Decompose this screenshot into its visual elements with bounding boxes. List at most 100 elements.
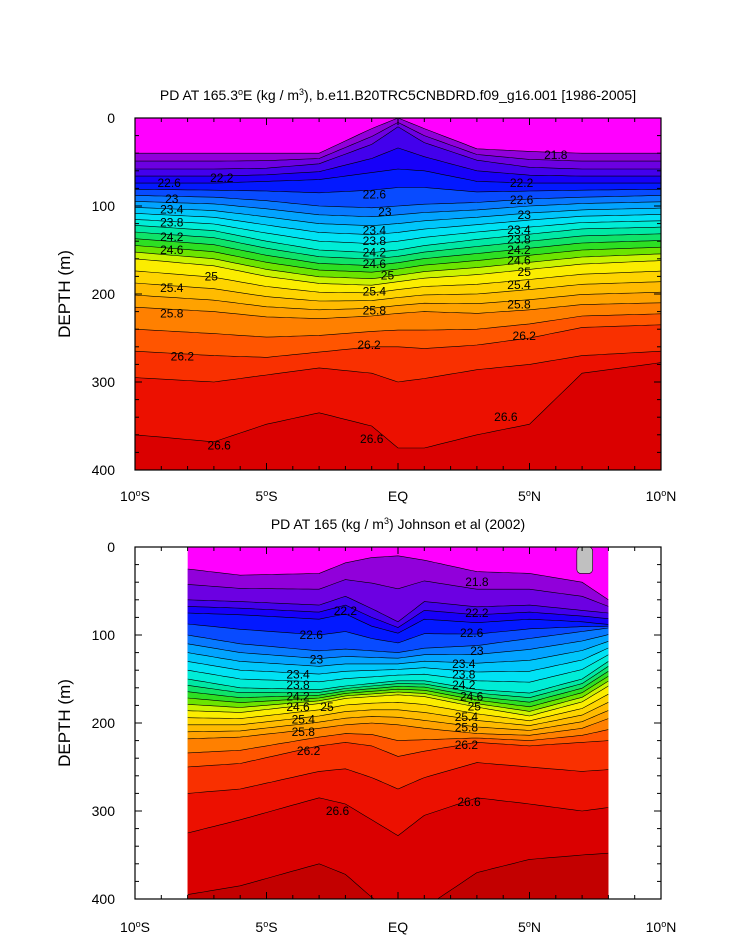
contour-label: 25.8 xyxy=(160,306,184,320)
contour-label: 23.4 xyxy=(286,668,310,682)
missing-data-patch xyxy=(576,547,593,574)
contour-label: 24.2 xyxy=(160,230,184,244)
contour-label: 26.2 xyxy=(171,349,195,363)
density-band xyxy=(187,853,609,899)
isopycnal-line xyxy=(187,680,609,712)
isopycnal-line xyxy=(135,281,661,302)
contour-label: 26.6 xyxy=(326,804,350,818)
isopycnal-line xyxy=(187,685,609,717)
isopycnal-line xyxy=(187,740,609,768)
isopycnal-line xyxy=(187,641,609,667)
isopycnal-line xyxy=(187,579,609,607)
isopycnal-line xyxy=(135,251,661,280)
contour-label: 22.6 xyxy=(363,188,387,202)
density-band xyxy=(135,362,661,470)
isopycnal-line xyxy=(135,245,661,273)
x-tick-label: 10oS xyxy=(120,919,150,935)
isopycnal-line xyxy=(187,702,609,726)
y-tick-label: 300 xyxy=(92,803,116,819)
contour-label: 24.6 xyxy=(460,690,484,704)
contour-label: 25.8 xyxy=(363,304,387,318)
contour-label: 25 xyxy=(518,265,532,279)
contour-label: 23.8 xyxy=(286,678,310,692)
y-tick-label: 100 xyxy=(92,627,116,643)
y-tick-label: 400 xyxy=(92,462,116,478)
contour-label: 23 xyxy=(470,644,484,658)
isopycnal-line xyxy=(135,302,661,319)
isopycnal-line xyxy=(135,291,661,311)
contour-label: 23.4 xyxy=(160,203,184,217)
isopycnal-line xyxy=(135,207,661,227)
isopycnal-line xyxy=(187,693,609,722)
isopycnal-line xyxy=(187,718,609,740)
isopycnal-line xyxy=(135,313,661,338)
contour-label: 25.8 xyxy=(507,298,531,312)
isopycnal-line xyxy=(187,661,609,694)
contour-label: 21.8 xyxy=(544,148,568,162)
contour-label: 22.2 xyxy=(334,604,358,618)
isopycnal-line xyxy=(135,225,661,253)
contour-label: 23.8 xyxy=(452,668,476,682)
contour-label: 25.4 xyxy=(507,278,531,292)
contour-label: 24.2 xyxy=(286,690,310,704)
x-tick-label: 5oN xyxy=(518,919,541,935)
contour-label: 22.2 xyxy=(210,171,234,185)
contour-label: 23 xyxy=(165,192,179,206)
contour-label: 24.6 xyxy=(507,254,531,268)
contour-label: 23 xyxy=(518,208,532,222)
isopycnal-line xyxy=(187,604,609,628)
chart-title: PD AT 165.3oE (kg / m3), b.e11.B20TRC5CN… xyxy=(160,87,636,103)
contour-label: 22.6 xyxy=(510,193,534,207)
y-tick-label: 200 xyxy=(92,715,116,731)
isopycnal-line xyxy=(187,852,609,899)
y-tick-label: 400 xyxy=(92,891,116,907)
contour-label: 26.2 xyxy=(297,744,321,758)
contour-label: 23 xyxy=(378,205,392,219)
contour-label: 25 xyxy=(205,269,219,283)
contour-label: 24.6 xyxy=(160,243,184,257)
contour-label: 25.4 xyxy=(160,281,184,295)
x-tick-label: 10oN xyxy=(646,919,677,935)
isopycnal-line xyxy=(187,612,609,634)
contour-label: 26.2 xyxy=(513,329,537,343)
contour-label: 25.4 xyxy=(292,712,316,726)
isopycnal-line xyxy=(187,555,609,601)
y-tick-label: 300 xyxy=(92,374,116,390)
y-tick-label: 0 xyxy=(107,110,115,126)
x-tick-label: 5oS xyxy=(255,919,277,935)
isopycnal-line xyxy=(135,126,661,170)
isopycnal-line xyxy=(135,195,661,209)
contour-label: 26.2 xyxy=(357,338,381,352)
x-tick-label: 10oS xyxy=(120,488,150,504)
contour-label: 22.2 xyxy=(510,176,534,190)
isopycnal-line xyxy=(187,623,609,644)
y-axis-label: DEPTH (m) xyxy=(55,250,74,338)
x-tick-label: 5oS xyxy=(255,488,277,504)
contour-label: 22.2 xyxy=(465,606,489,620)
isopycnal-line xyxy=(135,118,661,154)
contour-label: 25.8 xyxy=(292,725,316,739)
isopycnal-line xyxy=(187,647,609,675)
contour-label: 22.6 xyxy=(158,176,182,190)
contour-label: 25 xyxy=(320,700,334,714)
isopycnal-line xyxy=(135,238,661,267)
isopycnal-line xyxy=(135,258,661,286)
isopycnal-line xyxy=(187,634,609,659)
contour-label: 24.6 xyxy=(363,257,387,271)
y-tick-label: 100 xyxy=(92,198,116,214)
contour-label: 24.2 xyxy=(507,243,531,257)
contour-label: 26.6 xyxy=(207,438,231,452)
isopycnal-line xyxy=(187,710,609,733)
contour-label: 26.6 xyxy=(360,432,384,446)
x-tick-label: EQ xyxy=(388,488,408,504)
isopycnal-line xyxy=(135,168,661,184)
chart-title: PD AT 165 (kg / m3) Johnson et al (2002) xyxy=(271,516,525,532)
contour-label: 26.2 xyxy=(455,738,479,752)
density-fill xyxy=(135,118,661,470)
contour-label: 26.6 xyxy=(494,410,518,424)
isopycnal-line xyxy=(187,595,609,623)
chart-panel-2: 21.822.2 22.222.6 22.6232323.423.423.823.8… xyxy=(55,516,676,935)
y-tick-label: 0 xyxy=(107,539,115,555)
isopycnal-line xyxy=(187,762,609,794)
